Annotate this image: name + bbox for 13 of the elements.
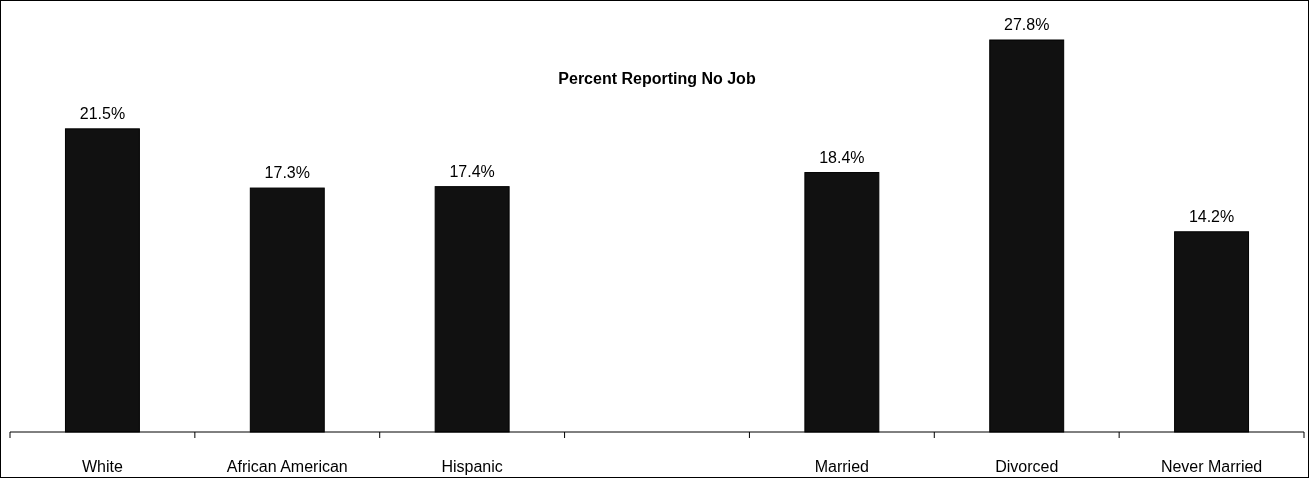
data-label: 27.8% [1004, 16, 1050, 33]
x-tick-label: African American [226, 458, 348, 475]
x-tick-label: Divorced [995, 458, 1059, 475]
x-tick-label: White [81, 458, 123, 475]
data-label: 17.3% [264, 164, 310, 182]
data-label: 14.2% [1188, 207, 1235, 225]
x-tick-label: Never Married [1160, 458, 1263, 475]
data-label: 17.4% [449, 162, 495, 180]
data-label: 18.4% [819, 148, 865, 166]
text: Percent Reporting No Job [558, 70, 756, 87]
data-label: 21.5% [79, 104, 126, 122]
x-tick-label: Married [814, 458, 869, 475]
x-tick-label: Hispanic [441, 458, 503, 475]
